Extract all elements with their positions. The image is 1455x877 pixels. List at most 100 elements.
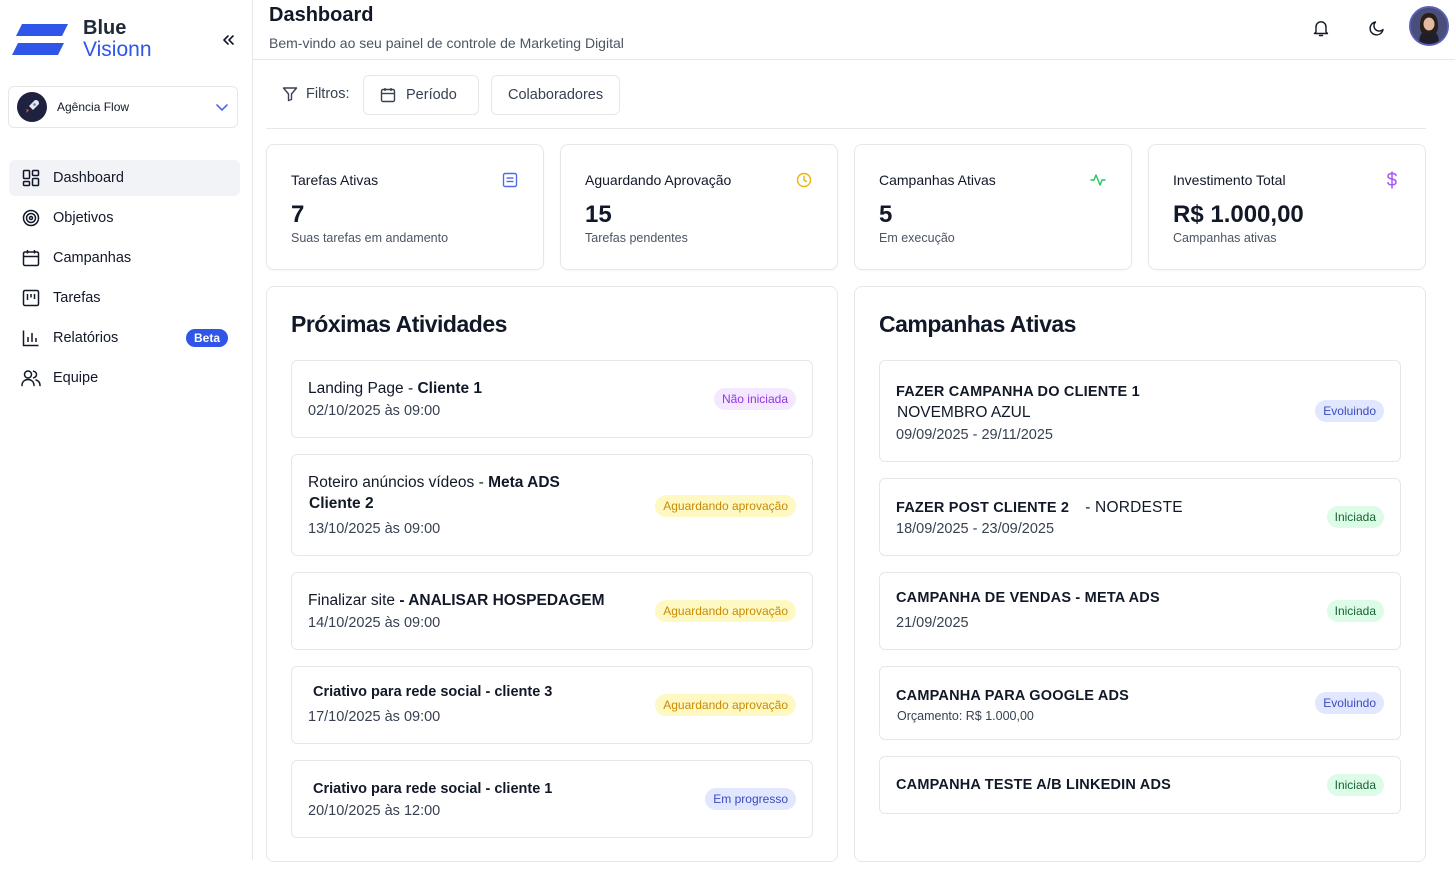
filters-label: Filtros:	[282, 86, 350, 102]
chevrons-left-icon	[223, 35, 234, 45]
activity-date: 20/10/2025 às 12:00	[308, 803, 441, 819]
campaign-item[interactable]: FAZER CAMPANHA DO CLIENTE 1 NOVEMBRO AZU…	[879, 360, 1401, 462]
task-list-icon	[501, 171, 519, 189]
dollar-icon	[1383, 171, 1401, 189]
campaign-item[interactable]: CAMPANHA PARA GOOGLE ADS Orçamento: R$ 1…	[879, 666, 1401, 740]
notifications-button[interactable]	[1309, 16, 1333, 40]
theme-toggle-button[interactable]	[1365, 16, 1389, 40]
logo-text-blue: Blue	[83, 17, 127, 39]
sidebar-item-campanhas[interactable]: Campanhas	[9, 240, 240, 276]
bar-chart-icon	[21, 328, 41, 348]
status-badge: Aguardando aprovação	[655, 694, 796, 716]
campaign-item[interactable]: CAMPANHA TESTE A/B LINKEDIN ADS Iniciada	[879, 756, 1401, 814]
agency-name: Agência Flow	[57, 100, 130, 114]
beta-badge: Beta	[185, 329, 228, 347]
status-badge: Evoluindo	[1315, 400, 1384, 422]
stat-title: Campanhas Ativas	[879, 172, 996, 188]
campaign-date: 18/09/2025 - 23/09/2025	[896, 521, 1055, 537]
status-badge: Aguardando aprovação	[655, 495, 796, 517]
campaign-item[interactable]: FAZER POST CLIENTE 2- NORDESTE 18/09/202…	[879, 478, 1401, 556]
stat-value: 15	[585, 201, 612, 228]
sidebar-item-relatorios[interactable]: Relatórios Beta	[9, 320, 240, 356]
campaign-budget: Orçamento: R$ 1.000,00	[897, 709, 1034, 723]
stat-title: Aguardando Aprovação	[585, 172, 732, 188]
activity-item[interactable]: Roteiro anúncios vídeos - Meta ADS Clien…	[291, 454, 813, 556]
period-filter-label: Período	[406, 87, 457, 103]
stat-desc: Campanhas ativas	[1173, 231, 1277, 245]
stat-value: R$ 1.000,00	[1173, 201, 1304, 228]
clock-icon	[795, 171, 813, 189]
activity-item[interactable]: Criativo para rede social - cliente 1 20…	[291, 760, 813, 838]
campaign-name: CAMPANHA DE VENDAS - META ADS	[896, 590, 1160, 606]
page-title: Dashboard	[269, 4, 374, 26]
active-campaigns-panel: Campanhas Ativas FAZER CAMPANHA DO CLIEN…	[854, 286, 1426, 862]
campaign-date: 21/09/2025	[896, 615, 969, 631]
period-filter-button[interactable]: Período	[363, 75, 479, 115]
stat-desc: Em execução	[879, 231, 955, 245]
logo[interactable]: Blue Visionn	[12, 18, 172, 62]
campaign-name: FAZER POST CLIENTE 2- NORDESTE	[896, 499, 1183, 516]
activity-name: Criativo para rede social - cliente 1	[313, 781, 553, 797]
status-badge: Iniciada	[1326, 774, 1384, 796]
campaign-item[interactable]: CAMPANHA DE VENDAS - META ADS 21/09/2025…	[879, 572, 1401, 650]
stat-value: 5	[879, 201, 893, 228]
upcoming-activities-panel: Próximas Atividades Landing Page - Clien…	[266, 286, 838, 862]
campaign-name: CAMPANHA TESTE A/B LINKEDIN ADS	[896, 777, 1171, 793]
activity-date: 02/10/2025 às 09:00	[308, 403, 441, 419]
chevron-down-icon	[216, 104, 228, 112]
stat-value: 7	[291, 201, 305, 228]
sidebar-item-label: Relatórios	[53, 330, 119, 346]
activity-name: Criativo para rede social - cliente 3	[313, 684, 553, 700]
logo-text-visionn: Visionn	[83, 38, 152, 61]
stat-title: Investimento Total	[1173, 172, 1286, 188]
logo-mark-icon	[12, 24, 68, 55]
filters-bar: Filtros: Período Colaboradores	[266, 74, 1426, 129]
sidebar-nav: Dashboard Objetivos Campanhas Tarefas Re…	[9, 160, 240, 400]
sidebar-item-label: Campanhas	[53, 250, 132, 266]
stat-title: Tarefas Ativas	[291, 172, 379, 188]
status-badge: Aguardando aprovação	[655, 600, 796, 622]
agency-selector[interactable]: Agência Flow	[8, 86, 238, 128]
calendar-icon	[21, 248, 41, 268]
stat-card-tarefas-ativas: Tarefas Ativas 7 Suas tarefas em andamen…	[266, 144, 544, 270]
collaborators-filter-label: Colaboradores	[508, 87, 604, 103]
users-icon	[21, 368, 41, 388]
sidebar-item-tarefas[interactable]: Tarefas	[9, 280, 240, 316]
activity-item[interactable]: Criativo para rede social - cliente 3 17…	[291, 666, 813, 744]
collaborators-filter-button[interactable]: Colaboradores	[491, 75, 620, 115]
dashboard-grid-icon	[21, 168, 41, 188]
stat-desc: Suas tarefas em andamento	[291, 231, 449, 245]
stat-card-aguardando-aprovacao: Aguardando Aprovação 15 Tarefas pendente…	[560, 144, 838, 270]
collapse-sidebar-button[interactable]	[218, 30, 238, 50]
stat-desc: Tarefas pendentes	[585, 231, 688, 245]
sidebar-item-label: Equipe	[53, 370, 99, 386]
sidebar-item-objetivos[interactable]: Objetivos	[9, 200, 240, 236]
user-avatar[interactable]	[1409, 6, 1449, 46]
sidebar-item-dashboard[interactable]: Dashboard	[9, 160, 240, 196]
page-header: Dashboard Bem-vindo ao seu painel de con…	[253, 0, 1455, 60]
sidebar-item-label: Dashboard	[53, 170, 124, 186]
campaign-subname: NOVEMBRO AZUL	[897, 404, 1031, 421]
status-badge: Em progresso	[705, 788, 796, 810]
bell-icon	[1313, 20, 1329, 36]
moon-icon	[1369, 21, 1384, 36]
activity-item[interactable]: Landing Page - Cliente 1 02/10/2025 às 0…	[291, 360, 813, 438]
sidebar-item-label: Tarefas	[53, 290, 101, 306]
activity-icon	[1089, 171, 1107, 189]
calendar-icon	[380, 88, 396, 103]
page-subtitle: Bem-vindo ao seu painel de controle de M…	[269, 35, 624, 51]
filter-icon	[282, 87, 298, 102]
status-badge: Iniciada	[1326, 506, 1384, 528]
panel-title: Próximas Atividades	[291, 311, 507, 337]
sidebar: Blue Visionn Agência Flow Dashboard	[0, 0, 253, 860]
status-badge: Iniciada	[1326, 600, 1384, 622]
activity-date: 17/10/2025 às 09:00	[308, 709, 441, 725]
activity-item[interactable]: Finalizar site - ANALISAR HOSPEDAGEM 14/…	[291, 572, 813, 650]
stat-card-investimento-total: Investimento Total R$ 1.000,00 Campanhas…	[1148, 144, 1426, 270]
status-badge: Não iniciada	[713, 388, 796, 410]
kanban-icon	[21, 288, 41, 308]
activity-name: Landing Page - Cliente 1	[308, 380, 483, 397]
filters-label-text: Filtros:	[306, 86, 350, 102]
sidebar-item-equipe[interactable]: Equipe	[9, 360, 240, 396]
panel-title: Campanhas Ativas	[879, 311, 1076, 337]
